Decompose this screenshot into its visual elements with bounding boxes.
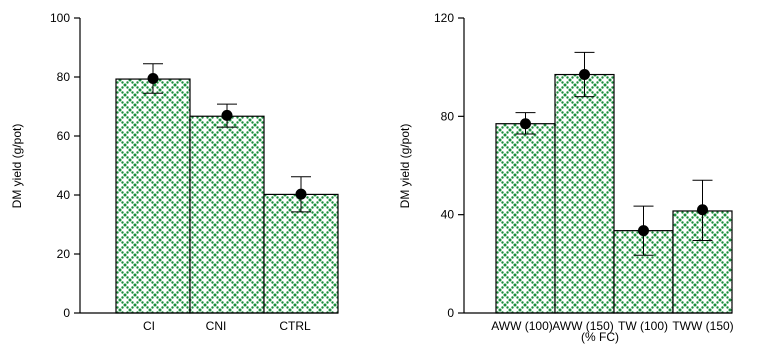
left-mean-point-3	[295, 188, 307, 200]
left-y-tick-label-80: 80	[57, 70, 71, 84]
right-y-tick-label-40: 40	[441, 208, 455, 222]
left-x-category-label-1: CI	[143, 319, 155, 333]
right-bar-1	[495, 123, 556, 314]
left-chart: DM yield (g/pot) 0 20 40 60 80 100 CI CNI CTRL	[10, 11, 339, 333]
left-axes: 0 20 40 60 80 100 CI CNI CTRL	[50, 11, 338, 333]
right-x-category-label-3: TW (100)	[618, 319, 668, 333]
right-axes: 0 40 80 120 AWW (100) AWW (150) TW (100) TWW (1…	[434, 11, 734, 333]
right-mean-point-2	[579, 69, 590, 81]
right-bars-group	[495, 51, 733, 314]
right-mean-point-4	[697, 204, 708, 216]
left-y-tick-label-0: 0	[63, 306, 70, 320]
right-x-category-label-2: AWW (150)	[552, 319, 614, 333]
right-y-axis-label: DM yield (g/pot)	[398, 124, 412, 209]
right-x-category-label-4: TWW (150)	[672, 319, 733, 333]
left-bars-group	[115, 63, 339, 314]
right-x-axis-label: (% FC)	[581, 330, 619, 344]
right-x-category-label-1: AWW (100)	[491, 319, 553, 333]
right-y-tick-label-80: 80	[441, 109, 455, 123]
left-y-tick-label-100: 100	[50, 11, 70, 25]
left-y-tick-label-60: 60	[57, 129, 71, 143]
right-mean-point-3	[638, 225, 649, 237]
right-mean-point-1	[520, 118, 531, 130]
left-bar-3	[263, 193, 339, 314]
left-y-tick-label-40: 40	[57, 188, 71, 202]
left-bar-1	[115, 78, 191, 314]
right-chart: DM yield (g/pot) 0 40 80 120 AWW (100) AWW (1…	[398, 11, 734, 344]
left-y-tick-label-20: 20	[57, 247, 71, 261]
left-x-category-label-2: CNI	[206, 319, 227, 333]
left-bar-2	[189, 115, 265, 314]
right-y-tick-label-0: 0	[447, 306, 454, 320]
left-mean-point-2	[221, 109, 233, 121]
right-bar-2	[554, 73, 615, 314]
left-mean-point-1	[147, 72, 159, 84]
left-x-category-label-3: CTRL	[279, 319, 311, 333]
left-y-axis-label: DM yield (g/pot)	[10, 124, 24, 209]
right-y-tick-label-120: 120	[434, 11, 454, 25]
